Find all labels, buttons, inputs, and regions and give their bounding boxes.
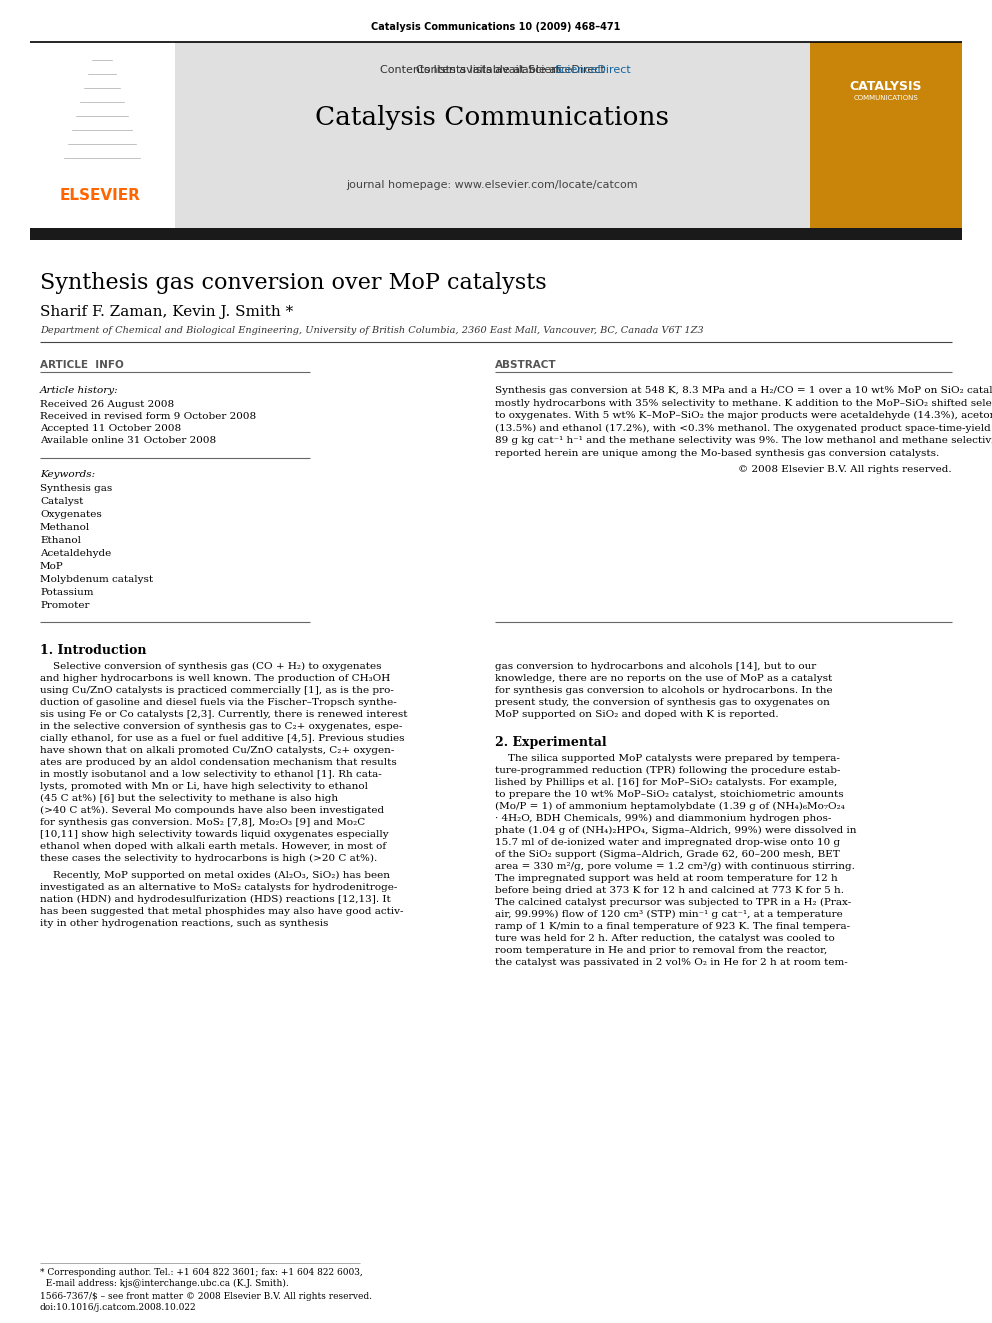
Text: these cases the selectivity to hydrocarbons is high (>20 C at%).: these cases the selectivity to hydrocarb… [40,855,377,863]
Text: Accepted 11 October 2008: Accepted 11 October 2008 [40,423,182,433]
Text: 15.7 ml of de-ionized water and impregnated drop-wise onto 10 g: 15.7 ml of de-ionized water and impregna… [495,837,840,847]
Bar [176,56,809,75]
Text: COMMUNICATIONS: COMMUNICATIONS [854,95,919,101]
Bar [30,42,175,230]
Text: before being dried at 373 K for 12 h and calcined at 773 K for 5 h.: before being dried at 373 K for 12 h and… [495,886,844,894]
Text: Synthesis gas conversion over MoP catalysts: Synthesis gas conversion over MoP cataly… [40,273,547,294]
Text: Promoter: Promoter [40,601,89,610]
Text: ture-programmed reduction (TPR) following the procedure estab-: ture-programmed reduction (TPR) followin… [495,766,840,775]
Text: Recently, MoP supported on metal oxides (Al₂O₃, SiO₂) has been: Recently, MoP supported on metal oxides … [40,871,390,880]
Text: phate (1.04 g of (NH₄)₂HPO₄, Sigma–Aldrich, 99%) were dissolved in: phate (1.04 g of (NH₄)₂HPO₄, Sigma–Aldri… [495,826,856,835]
Text: ScienceDirect: ScienceDirect [494,65,570,75]
Text: cially ethanol, for use as a fuel or fuel additive [4,5]. Previous studies: cially ethanol, for use as a fuel or fue… [40,734,405,744]
Text: * Corresponding author. Tel.: +1 604 822 3601; fax: +1 604 822 6003,: * Corresponding author. Tel.: +1 604 822… [40,1267,363,1277]
Text: for synthesis gas conversion. MoS₂ [7,8], Mo₂O₃ [9] and Mo₂C: for synthesis gas conversion. MoS₂ [7,8]… [40,818,365,827]
Text: Catalyst: Catalyst [40,497,83,505]
Text: knowledge, there are no reports on the use of MoP as a catalyst: knowledge, there are no reports on the u… [495,673,832,683]
Text: Synthesis gas conversion at 548 K, 8.3 MPa and a H₂/CO = 1 over a 10 wt% MoP on : Synthesis gas conversion at 548 K, 8.3 M… [495,386,992,396]
Text: to prepare the 10 wt% MoP–SiO₂ catalyst, stoichiometric amounts: to prepare the 10 wt% MoP–SiO₂ catalyst,… [495,790,843,799]
Text: 1. Introduction: 1. Introduction [40,644,147,658]
Text: ity in other hydrogenation reactions, such as synthesis: ity in other hydrogenation reactions, su… [40,919,328,927]
Text: 1566-7367/$ – see front matter © 2008 Elsevier B.V. All rights reserved.: 1566-7367/$ – see front matter © 2008 El… [40,1293,372,1301]
Text: Ethanol: Ethanol [40,536,81,545]
Text: Contents lists available at: Contents lists available at [418,65,566,75]
Text: E-mail address: kjs@interchange.ubc.ca (K.J. Smith).: E-mail address: kjs@interchange.ubc.ca (… [40,1279,289,1289]
Text: Synthesis gas: Synthesis gas [40,484,112,493]
Bar [30,228,962,239]
Text: ramp of 1 K/min to a final temperature of 923 K. The final tempera-: ramp of 1 K/min to a final temperature o… [495,922,850,931]
Text: 89 g kg cat⁻¹ h⁻¹ and the methane selectivity was 9%. The low methanol and metha: 89 g kg cat⁻¹ h⁻¹ and the methane select… [495,437,992,445]
Text: Keywords:: Keywords: [40,470,95,479]
Text: Molybdenum catalyst: Molybdenum catalyst [40,576,153,583]
Text: (Mo/P = 1) of ammonium heptamolybdate (1.39 g of (NH₄)₆Mo₇O₂₄: (Mo/P = 1) of ammonium heptamolybdate (1… [495,802,845,811]
Text: Received 26 August 2008: Received 26 August 2008 [40,400,175,409]
Text: to oxygenates. With 5 wt% K–MoP–SiO₂ the major products were acetaldehyde (14.3%: to oxygenates. With 5 wt% K–MoP–SiO₂ the… [495,411,992,421]
Bar [35,50,165,180]
Text: the catalyst was passivated in 2 vol% O₂ in He for 2 h at room tem-: the catalyst was passivated in 2 vol% O₂… [495,958,848,967]
Text: Methanol: Methanol [40,523,90,532]
Text: investigated as an alternative to MoS₂ catalysts for hydrodenitroge-: investigated as an alternative to MoS₂ c… [40,882,398,892]
Text: mostly hydrocarbons with 35% selectivity to methane. K addition to the MoP–SiO₂ : mostly hydrocarbons with 35% selectivity… [495,398,992,407]
Text: and higher hydrocarbons is well known. The production of CH₃OH: and higher hydrocarbons is well known. T… [40,673,390,683]
Text: Oxygenates: Oxygenates [40,509,102,519]
Text: Contents lists available at ScienceDirect: Contents lists available at ScienceDirec… [380,65,604,75]
Text: lysts, promoted with Mn or Li, have high selectivity to ethanol: lysts, promoted with Mn or Li, have high… [40,782,368,791]
Text: has been suggested that metal phosphides may also have good activ-: has been suggested that metal phosphides… [40,908,404,916]
Text: sis using Fe or Co catalysts [2,3]. Currently, there is renewed interest: sis using Fe or Co catalysts [2,3]. Curr… [40,710,408,718]
Text: doi:10.1016/j.catcom.2008.10.022: doi:10.1016/j.catcom.2008.10.022 [40,1303,196,1312]
Text: Contents lists available at: Contents lists available at [417,65,567,75]
Text: The silica supported MoP catalysts were prepared by tempera-: The silica supported MoP catalysts were … [495,754,840,763]
Text: of the SiO₂ support (Sigma–Aldrich, Grade 62, 60–200 mesh, BET: of the SiO₂ support (Sigma–Aldrich, Grad… [495,849,840,859]
Text: ELSEVIER: ELSEVIER [60,188,141,202]
Text: (13.5%) and ethanol (17.2%), with <0.3% methanol. The oxygenated product space-t: (13.5%) and ethanol (17.2%), with <0.3% … [495,423,992,433]
Text: Catalysis Communications: Catalysis Communications [315,105,669,130]
Text: Available online 31 October 2008: Available online 31 October 2008 [40,437,216,445]
Text: Department of Chemical and Biological Engineering, University of British Columbi: Department of Chemical and Biological En… [40,325,703,335]
Text: (45 C at%) [6] but the selectivity to methane is also high: (45 C at%) [6] but the selectivity to me… [40,794,338,803]
Text: air, 99.99%) flow of 120 cm³ (STP) min⁻¹ g cat⁻¹, at a temperature: air, 99.99%) flow of 120 cm³ (STP) min⁻¹… [495,910,843,919]
Text: Sharif F. Zaman, Kevin J. Smith *: Sharif F. Zaman, Kevin J. Smith * [40,306,294,319]
Text: Potassium: Potassium [40,587,93,597]
Text: lished by Phillips et al. [16] for MoP–SiO₂ catalysts. For example,: lished by Phillips et al. [16] for MoP–S… [495,778,837,787]
Text: duction of gasoline and diesel fuels via the Fischer–Tropsch synthe-: duction of gasoline and diesel fuels via… [40,699,397,706]
Text: in the selective conversion of synthesis gas to C₂+ oxygenates, espe-: in the selective conversion of synthesis… [40,722,403,732]
Text: Catalysis Communications 10 (2009) 468–471: Catalysis Communications 10 (2009) 468–4… [371,22,621,32]
Text: 2. Experimental: 2. Experimental [495,736,607,749]
Text: gas conversion to hydrocarbons and alcohols [14], but to our: gas conversion to hydrocarbons and alcoh… [495,662,816,671]
Text: MoP supported on SiO₂ and doped with K is reported.: MoP supported on SiO₂ and doped with K i… [495,710,779,718]
Text: nation (HDN) and hydrodesulfurization (HDS) reactions [12,13]. It: nation (HDN) and hydrodesulfurization (H… [40,894,391,904]
Text: ARTICLE  INFO: ARTICLE INFO [40,360,124,370]
Bar [176,56,809,75]
Text: ABSTRACT: ABSTRACT [495,360,557,370]
Text: The impregnated support was held at room temperature for 12 h: The impregnated support was held at room… [495,875,838,882]
Text: Received in revised form 9 October 2008: Received in revised form 9 October 2008 [40,411,256,421]
Text: have shown that on alkali promoted Cu/ZnO catalysts, C₂+ oxygen-: have shown that on alkali promoted Cu/Zn… [40,746,395,755]
Text: ture was held for 2 h. After reduction, the catalyst was cooled to: ture was held for 2 h. After reduction, … [495,934,834,943]
Text: · 4H₂O, BDH Chemicals, 99%) and diammonium hydrogen phos-: · 4H₂O, BDH Chemicals, 99%) and diammoni… [495,814,831,823]
Text: [10,11] show high selectivity towards liquid oxygenates especially: [10,11] show high selectivity towards li… [40,830,389,839]
Text: room temperature in He and prior to removal from the reactor,: room temperature in He and prior to remo… [495,946,827,955]
Text: ates are produced by an aldol condensation mechanism that results: ates are produced by an aldol condensati… [40,758,397,767]
Text: CATALYSIS: CATALYSIS [850,79,923,93]
Text: Acetaldehyde: Acetaldehyde [40,549,111,558]
Text: Selective conversion of synthesis gas (CO + H₂) to oxygenates: Selective conversion of synthesis gas (C… [40,662,382,671]
Text: (>40 C at%). Several Mo compounds have also been investigated: (>40 C at%). Several Mo compounds have a… [40,806,384,815]
Text: Article history:: Article history: [40,386,119,396]
Text: ScienceDirect: ScienceDirect [554,65,631,75]
Text: MoP: MoP [40,562,63,572]
Text: area = 330 m²/g, pore volume = 1.2 cm³/g) with continuous stirring.: area = 330 m²/g, pore volume = 1.2 cm³/g… [495,863,855,871]
Bar [175,42,810,230]
Text: for synthesis gas conversion to alcohols or hydrocarbons. In the: for synthesis gas conversion to alcohols… [495,687,832,695]
Text: in mostly isobutanol and a low selectivity to ethanol [1]. Rh cata-: in mostly isobutanol and a low selectivi… [40,770,382,779]
Text: present study, the conversion of synthesis gas to oxygenates on: present study, the conversion of synthes… [495,699,830,706]
Text: The calcined catalyst precursor was subjected to TPR in a H₂ (Prax-: The calcined catalyst precursor was subj… [495,898,851,908]
Text: using Cu/ZnO catalysts is practiced commercially [1], as is the pro-: using Cu/ZnO catalysts is practiced comm… [40,687,394,695]
Text: reported herein are unique among the Mo-based synthesis gas conversion catalysts: reported herein are unique among the Mo-… [495,448,939,458]
Bar [810,42,962,230]
Text: ethanol when doped with alkali earth metals. However, in most of: ethanol when doped with alkali earth met… [40,841,386,851]
Text: journal homepage: www.elsevier.com/locate/catcom: journal homepage: www.elsevier.com/locat… [346,180,638,191]
Text: © 2008 Elsevier B.V. All rights reserved.: © 2008 Elsevier B.V. All rights reserved… [738,464,952,474]
